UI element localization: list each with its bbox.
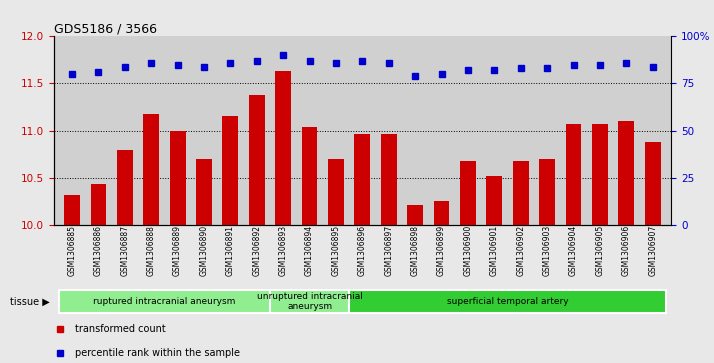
Text: GSM1306906: GSM1306906 [622, 225, 630, 276]
FancyBboxPatch shape [270, 290, 349, 313]
Bar [539, 159, 555, 225]
Text: GSM1306894: GSM1306894 [305, 225, 314, 276]
Text: GSM1306905: GSM1306905 [595, 225, 604, 276]
Text: GSM1306904: GSM1306904 [569, 225, 578, 276]
Bar [144, 114, 159, 225]
Bar [328, 159, 344, 225]
Text: GSM1306892: GSM1306892 [252, 225, 261, 276]
Text: GSM1306886: GSM1306886 [94, 225, 103, 276]
Text: superficial temporal artery: superficial temporal artery [447, 297, 568, 306]
Bar [170, 131, 186, 225]
Text: percentile rank within the sample: percentile rank within the sample [75, 348, 240, 358]
Text: transformed count: transformed count [75, 324, 166, 334]
Bar [565, 124, 581, 225]
Text: GSM1306900: GSM1306900 [463, 225, 473, 276]
Bar [460, 161, 476, 225]
Text: GSM1306907: GSM1306907 [648, 225, 657, 276]
Text: unruptured intracranial
aneurysm: unruptured intracranial aneurysm [256, 291, 363, 311]
Text: GSM1306887: GSM1306887 [121, 225, 129, 276]
Text: GSM1306895: GSM1306895 [331, 225, 341, 276]
Bar [592, 124, 608, 225]
Text: GSM1306898: GSM1306898 [411, 225, 420, 276]
Text: GSM1306891: GSM1306891 [226, 225, 235, 276]
Bar [117, 150, 133, 225]
Text: GSM1306903: GSM1306903 [543, 225, 552, 276]
Bar [196, 159, 212, 225]
Bar [513, 161, 528, 225]
Bar [301, 127, 318, 225]
Bar [381, 134, 397, 225]
Text: GDS5186 / 3566: GDS5186 / 3566 [54, 22, 156, 35]
Text: tissue ▶: tissue ▶ [9, 296, 49, 306]
Text: GSM1306902: GSM1306902 [516, 225, 526, 276]
FancyBboxPatch shape [349, 290, 666, 313]
Text: GSM1306896: GSM1306896 [358, 225, 367, 276]
Text: GSM1306889: GSM1306889 [173, 225, 182, 276]
Bar [249, 95, 265, 225]
Bar [407, 205, 423, 225]
Bar [223, 115, 238, 225]
Text: GSM1306890: GSM1306890 [199, 225, 208, 276]
Text: GSM1306885: GSM1306885 [68, 225, 76, 276]
Bar [91, 184, 106, 225]
Text: GSM1306897: GSM1306897 [384, 225, 393, 276]
Text: GSM1306888: GSM1306888 [146, 225, 156, 276]
Bar [276, 71, 291, 225]
Bar [645, 142, 660, 225]
Text: GSM1306893: GSM1306893 [278, 225, 288, 276]
Text: GSM1306899: GSM1306899 [437, 225, 446, 276]
Bar [354, 134, 371, 225]
Text: ruptured intracranial aneurysm: ruptured intracranial aneurysm [94, 297, 236, 306]
Text: GSM1306901: GSM1306901 [490, 225, 499, 276]
Bar [433, 201, 449, 225]
Bar [64, 195, 80, 225]
FancyBboxPatch shape [59, 290, 270, 313]
Bar [618, 121, 634, 225]
Bar [486, 176, 502, 225]
